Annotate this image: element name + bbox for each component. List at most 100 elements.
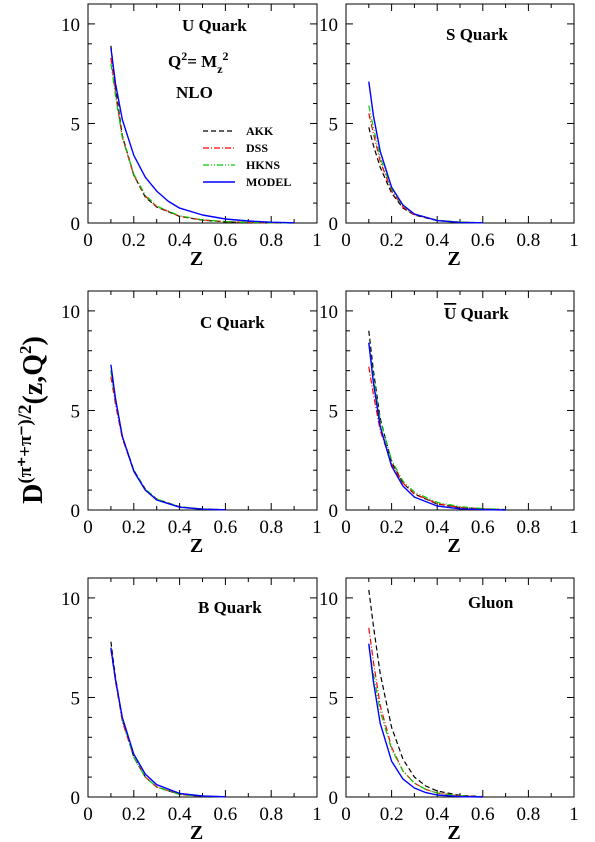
series-dss-c-quark [110,376,226,511]
ylabel-superscript: (π⁺+π⁻)/2 [15,404,36,483]
x-tick-label-u-quark: 0.6 [214,230,238,251]
x-tick-label-c-quark: 0.2 [122,517,146,538]
x-tick-label-u-quark: 1 [312,230,322,251]
x-tick-label-b-quark: 0.8 [259,804,283,825]
ylabel-main: D [18,484,49,504]
x-tick-label-u-bar-quark: 0.2 [380,517,404,538]
series-hkns-s-quark [368,105,483,224]
x-tick-label-u-bar-quark: 0.4 [425,517,449,538]
ylabel-close: ) [18,336,49,345]
y-tick-label-u-bar-quark: 0 [329,501,339,522]
x-tick-label-b-quark: 0.2 [122,804,146,825]
x-axis-label-u-bar-quark: Z [447,535,460,557]
x-tick-label-s-quark: 0.8 [517,230,541,251]
ylabel-argument: (z,Q [18,354,49,405]
y-tick-label-b-quark: 10 [61,589,80,610]
x-axis-label-b-quark: Z [190,822,203,842]
x-tick-label-s-quark: 1 [569,230,579,251]
x-tick-label-gluon: 0.2 [380,804,404,825]
y-tick-label-s-quark: 0 [329,214,339,235]
series-model-c-quark [110,364,226,511]
x-tick-label-u-quark: 0.8 [259,230,283,251]
x-tick-label-gluon: 1 [569,804,579,825]
x-tick-label-s-quark: 0.6 [471,230,495,251]
series-akk-gluon [368,589,483,798]
legend-label-hkns: HKNS [246,158,280,172]
annotation-nlo: NLO [176,83,213,102]
x-tick-label-b-quark: 0 [83,804,93,825]
panel-title-s-quark: S Quark [446,25,508,44]
series-hkns-u-bar-quark [368,342,506,510]
legend-label-model: MODEL [246,175,291,189]
panel-title-b-quark: B Quark [198,598,262,617]
legend-label-dss: DSS [246,141,268,155]
x-tick-label-s-quark: 0.4 [425,230,449,251]
x-tick-label-b-quark: 0.4 [168,804,192,825]
x-tick-label-b-quark: 0.6 [214,804,238,825]
y-tick-label-b-quark: 5 [71,688,81,709]
series-model-s-quark [368,81,483,224]
series-dss-u-quark [110,57,295,224]
x-axis-label-u-quark: Z [190,248,203,270]
plot-frame-u-bar-quark [345,290,575,511]
series-akk-s-quark [368,127,483,224]
y-tick-label-u-quark: 10 [61,15,80,36]
x-axis-label-gluon: Z [447,822,460,842]
x-tick-label-u-bar-quark: 0.6 [471,517,495,538]
series-akk-u-bar-quark [368,330,506,511]
series-akk-c-quark [110,370,226,511]
series-dss-s-quark [368,113,483,224]
y-tick-label-gluon: 0 [329,788,339,809]
x-tick-label-u-quark: 0.2 [122,230,146,251]
series-hkns-u-quark [110,63,295,224]
x-axis-label-s-quark: Z [447,248,460,270]
y-tick-label-c-quark: 5 [71,401,81,422]
legend: AKK DSS HKNS MODEL [203,124,291,189]
x-axis-label-c-quark: Z [190,535,203,557]
series-dss-gluon [368,627,483,798]
y-tick-label-gluon: 5 [329,688,339,709]
x-tick-label-u-bar-quark: 0.8 [517,517,541,538]
legend-label-akk: AKK [246,124,274,138]
y-tick-label-gluon: 10 [319,589,338,610]
y-tick-label-u-bar-quark: 10 [319,302,338,323]
series-model-b-quark [110,647,226,798]
y-tick-label-b-quark: 0 [71,788,81,809]
x-tick-label-s-quark: 0 [341,230,351,251]
series-model-u-bar-quark [368,342,506,511]
panel-title-c-quark: C Quark [200,313,265,332]
x-tick-label-gluon: 0.4 [425,804,449,825]
plot-frame-gluon [345,577,575,798]
x-tick-label-gluon: 0.8 [517,804,541,825]
series-hkns-gluon [368,645,483,798]
x-tick-label-gluon: 0 [341,804,351,825]
series-dss-u-bar-quark [368,366,506,511]
series-model-u-quark [110,47,295,224]
x-tick-label-u-quark: 0.4 [168,230,192,251]
x-tick-label-c-quark: 0.6 [214,517,238,538]
panel-title-u-bar-quark: U Quark [444,304,509,323]
plot-frame-u-quark [87,3,318,224]
shared-y-axis-label: D(π⁺+π⁻)/2(z,Q2) [15,336,49,504]
annotation-q2-mz2: Q2= Mz2 [168,49,229,76]
panel-title-u-quark: U Quark [182,16,247,35]
y-tick-label-c-quark: 10 [61,302,80,323]
x-tick-label-c-quark: 0 [83,517,93,538]
series-hkns-c-quark [110,370,226,511]
panel-title-gluon: Gluon [468,593,514,612]
x-tick-label-u-bar-quark: 0 [341,517,351,538]
x-tick-label-s-quark: 0.2 [380,230,404,251]
series-hkns-b-quark [110,647,226,798]
ylabel-argument-superscript: 2 [16,345,35,354]
x-tick-label-b-quark: 1 [312,804,322,825]
x-tick-label-u-bar-quark: 1 [569,517,579,538]
x-tick-label-u-quark: 0 [83,230,93,251]
x-tick-label-c-quark: 0.8 [259,517,283,538]
x-tick-label-c-quark: 1 [312,517,322,538]
x-tick-label-gluon: 0.6 [471,804,495,825]
